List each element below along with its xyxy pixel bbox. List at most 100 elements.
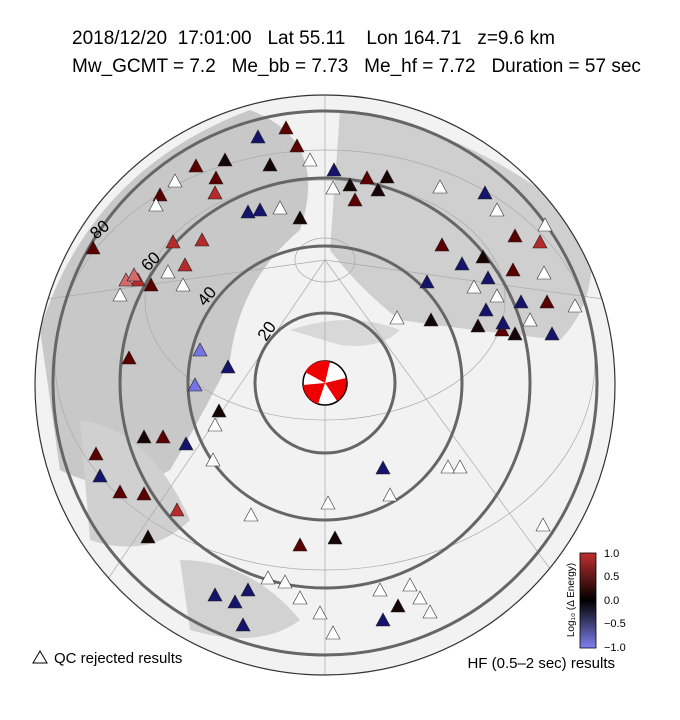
station: [522, 312, 538, 327]
station: [382, 487, 398, 502]
station: [466, 279, 482, 294]
station: [169, 502, 185, 517]
station: [136, 429, 152, 444]
station: [379, 169, 395, 184]
station: [187, 377, 203, 392]
station: [250, 129, 266, 144]
station: [347, 192, 363, 207]
station: [423, 312, 439, 327]
station: [375, 612, 391, 627]
station: [544, 326, 560, 341]
station: [478, 302, 494, 317]
station: [262, 157, 278, 172]
legend-symbol: [32, 650, 48, 664]
station: [507, 228, 523, 243]
station: [475, 249, 491, 264]
station: [211, 403, 227, 418]
station: [88, 446, 104, 461]
station: [252, 202, 268, 217]
station: [454, 256, 470, 271]
station: [434, 237, 450, 252]
station: [227, 594, 243, 609]
station: [217, 152, 233, 167]
station: [494, 322, 510, 337]
station: [155, 429, 171, 444]
station: [452, 459, 468, 474]
station: [167, 173, 183, 188]
station: [389, 310, 405, 325]
station: [320, 495, 336, 510]
station: [402, 577, 418, 592]
station: [370, 182, 386, 197]
station: [112, 484, 128, 499]
station: [140, 529, 156, 544]
station: [302, 152, 318, 167]
station: [505, 262, 521, 277]
station: [165, 234, 181, 249]
station: [477, 185, 493, 200]
station: [92, 468, 108, 483]
station: [207, 417, 223, 432]
station: [532, 234, 548, 249]
station: [292, 537, 308, 552]
colorbar-label: Log₁₀ (Δ Energy): [566, 563, 577, 637]
station: [412, 590, 428, 605]
station: [272, 200, 288, 215]
station: [194, 232, 210, 247]
station: [289, 138, 305, 153]
colorbar-tick: 0.0: [604, 595, 619, 607]
station: [480, 270, 496, 285]
station: [390, 598, 406, 613]
station: [240, 582, 256, 597]
station: [513, 294, 529, 309]
station: [207, 185, 223, 200]
colorbar-tick: 0.5: [604, 571, 619, 583]
beachball: [302, 360, 348, 406]
station: [152, 187, 168, 202]
station: [85, 240, 101, 255]
station: [112, 287, 128, 302]
colorbar-tick: −1.0: [604, 642, 626, 654]
station: [207, 587, 223, 602]
station: [292, 210, 308, 225]
station: [507, 326, 523, 341]
stations: [85, 120, 583, 640]
station: [192, 342, 208, 357]
colorbar: Log₁₀ (Δ Energy) 1.0 0.5 0.0 −0.5 −1.0: [566, 548, 626, 654]
station: [567, 298, 583, 313]
station: [419, 274, 435, 289]
colorbar-tick: 1.0: [604, 548, 619, 560]
station: [160, 264, 176, 279]
station: [470, 318, 486, 333]
station: [177, 257, 193, 272]
station: [537, 217, 553, 232]
station: [422, 604, 438, 619]
station: [536, 265, 552, 280]
title-line-2: Mw_GCMT = 7.2 Me_bb = 7.73 Me_hf = 7.72 …: [72, 56, 641, 77]
station: [175, 277, 191, 292]
station: [539, 294, 555, 309]
colorbar-tick: −0.5: [604, 618, 626, 630]
station: [325, 180, 341, 195]
station: [489, 202, 505, 217]
station: [432, 179, 448, 194]
station: [535, 517, 551, 532]
station: [220, 359, 236, 374]
title-line-1: 2018/12/20 17:01:00 Lat 55.11 Lon 164.71…: [72, 28, 555, 49]
station: [121, 350, 137, 365]
station: [375, 460, 391, 475]
station: [208, 170, 224, 185]
station: [495, 315, 511, 330]
station: [235, 617, 251, 632]
station: [372, 582, 388, 597]
station: [277, 574, 293, 589]
station: [292, 590, 308, 605]
station: [342, 177, 358, 192]
station: [178, 436, 194, 451]
station: [327, 530, 343, 545]
legend-qc: QC rejected results: [54, 650, 182, 667]
station: [188, 158, 204, 173]
station: [260, 570, 276, 585]
station: [278, 120, 294, 135]
